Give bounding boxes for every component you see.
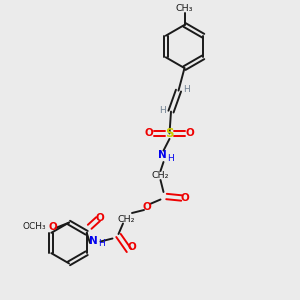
Text: O: O — [142, 202, 152, 212]
Text: O: O — [48, 221, 57, 232]
Text: OCH₃: OCH₃ — [23, 222, 46, 231]
Text: N: N — [88, 236, 98, 246]
Text: CH₃: CH₃ — [176, 4, 193, 13]
Text: H: H — [184, 85, 190, 94]
Text: CH₂: CH₂ — [117, 214, 135, 224]
Text: O: O — [128, 242, 136, 253]
Text: H: H — [167, 154, 174, 163]
Text: O: O — [145, 128, 154, 139]
Text: S: S — [165, 127, 174, 140]
Text: N: N — [158, 150, 166, 160]
Text: H: H — [98, 239, 105, 248]
Text: O: O — [95, 213, 104, 223]
Text: CH₂: CH₂ — [152, 171, 169, 180]
Text: O: O — [185, 128, 194, 139]
Text: O: O — [180, 193, 189, 203]
Text: H: H — [159, 106, 166, 115]
